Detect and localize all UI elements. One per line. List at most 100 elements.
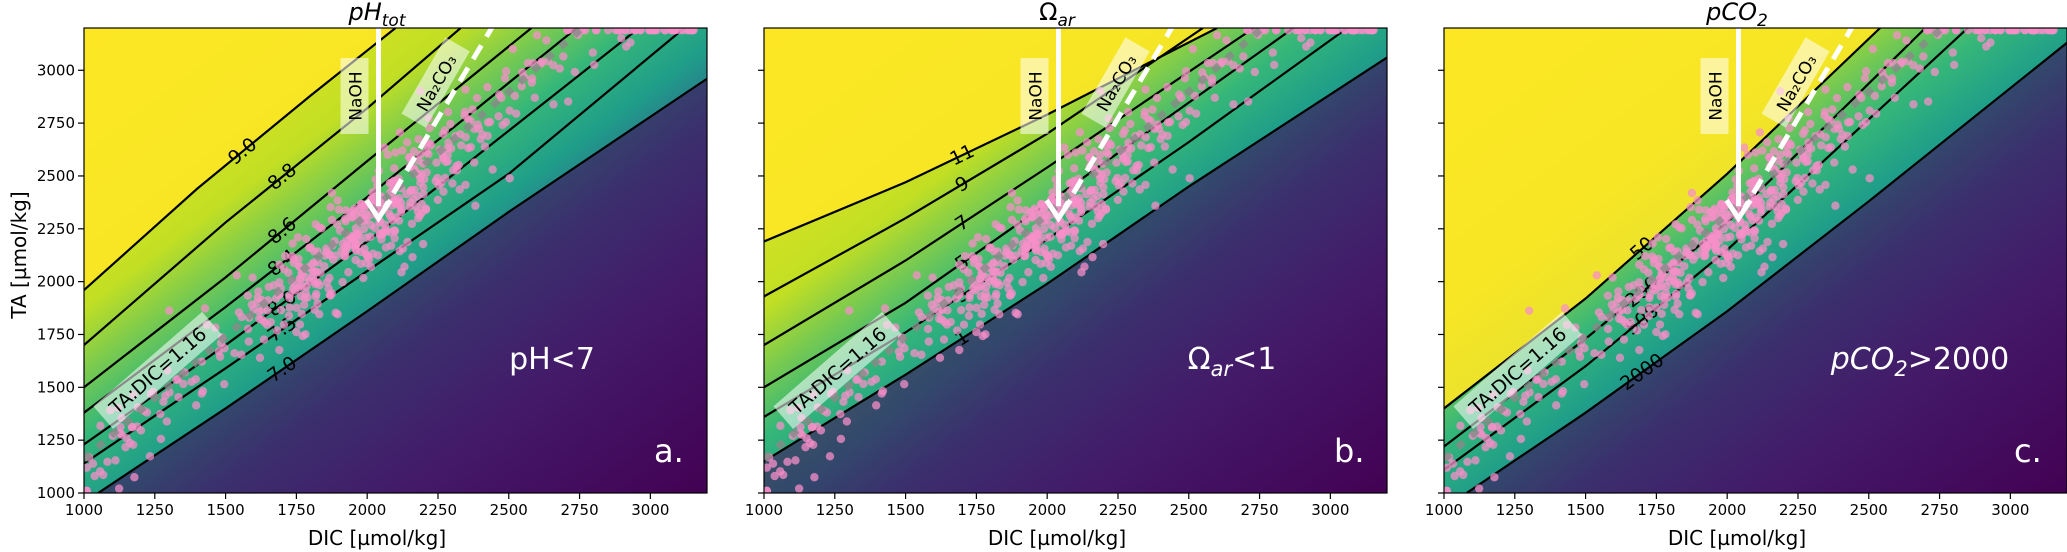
data-point (968, 284, 978, 293)
data-point (1774, 134, 1783, 144)
data-point (162, 417, 172, 426)
data-point (1949, 60, 1959, 70)
y-tick-label: 1750 (37, 325, 75, 343)
data-point (409, 147, 419, 156)
data-point (1590, 348, 1599, 358)
data-point (395, 128, 405, 137)
data-point (1821, 85, 1830, 94)
data-point (1136, 141, 1146, 150)
data-point (334, 205, 344, 214)
data-point (1686, 202, 1695, 212)
naoh-label-box (340, 58, 369, 134)
data-point (1448, 459, 1458, 468)
data-point (460, 107, 470, 116)
data-point (1673, 258, 1683, 267)
data-point (413, 191, 422, 201)
data-point (500, 74, 510, 83)
data-point (1368, 28, 1377, 35)
data-point (476, 134, 485, 144)
data-point (1597, 312, 1606, 322)
data-point (1235, 64, 1244, 73)
data-point (1791, 176, 1800, 186)
data-point (900, 379, 909, 389)
ratio-label-box (1453, 311, 1582, 429)
data-point (1816, 141, 1826, 150)
data-point (549, 61, 558, 70)
data-point (1963, 28, 1973, 35)
data-point (1902, 36, 1911, 45)
data-point (935, 353, 945, 363)
data-point (842, 417, 852, 426)
data-point (200, 304, 210, 313)
data-point (344, 268, 353, 277)
region-label-pco2: pCO2>2000 (1830, 342, 2009, 381)
data-point (1020, 214, 1030, 224)
data-point (346, 208, 355, 217)
data-point (1700, 247, 1710, 256)
data-point (1098, 239, 1108, 249)
plot-frame (763, 27, 1388, 494)
data-point (1757, 205, 1766, 214)
data-point (1487, 423, 1497, 432)
data-point (156, 434, 166, 444)
data-point (1490, 473, 1499, 482)
data-point (675, 28, 685, 35)
data-point (1723, 251, 1733, 261)
undersaturated-region (1444, 42, 2067, 493)
data-point (1450, 471, 1459, 481)
data-point (1746, 228, 1756, 237)
data-point (1639, 320, 1649, 329)
data-point (1799, 187, 1808, 196)
data-point (96, 421, 105, 431)
data-point (555, 64, 564, 73)
data-point (1777, 208, 1787, 217)
data-point (989, 266, 999, 276)
data-point (816, 426, 826, 435)
data-point (626, 38, 635, 47)
x-tick-label: 1000 (745, 501, 783, 519)
data-point (511, 109, 521, 118)
data-point (1754, 216, 1764, 225)
data-point (414, 134, 423, 144)
data-point (366, 262, 376, 272)
naoh-label: NaOH (347, 71, 367, 120)
na2co3-label-box (1761, 37, 1830, 128)
data-point (1043, 251, 1053, 261)
data-point (1682, 278, 1692, 287)
data-point (1766, 198, 1775, 207)
data-point (1612, 298, 1622, 308)
data-point (1865, 174, 1874, 183)
data-point (461, 180, 470, 190)
ratio-label-box (93, 311, 222, 429)
x-axis-label-c: DIC [µmol/kg] (1668, 526, 1806, 550)
data-point (1793, 195, 1803, 205)
data-point (648, 28, 658, 35)
data-point (1870, 91, 1880, 101)
x-tick-label: 1750 (1637, 501, 1675, 519)
data-point (156, 409, 165, 419)
data-point (1340, 28, 1349, 35)
data-point (993, 258, 1003, 267)
data-point (311, 220, 320, 229)
data-point (1677, 224, 1686, 233)
data-point (825, 452, 835, 461)
data-point (979, 300, 989, 310)
plot-frame (1443, 27, 2067, 494)
data-point (340, 247, 350, 256)
data-point (1623, 306, 1632, 315)
data-point (285, 303, 294, 312)
data-point (1055, 230, 1065, 240)
data-point (1002, 278, 1012, 287)
data-point (1141, 85, 1150, 94)
data-point (1735, 230, 1745, 240)
data-point (1948, 48, 1958, 57)
contour-line (84, 28, 462, 346)
data-point (836, 409, 845, 419)
data-point (1153, 120, 1162, 129)
data-point (406, 186, 415, 196)
data-point (348, 234, 357, 243)
data-point (326, 202, 335, 212)
data-point (1877, 82, 1886, 91)
data-point (1820, 107, 1830, 116)
data-point (1669, 247, 1679, 256)
